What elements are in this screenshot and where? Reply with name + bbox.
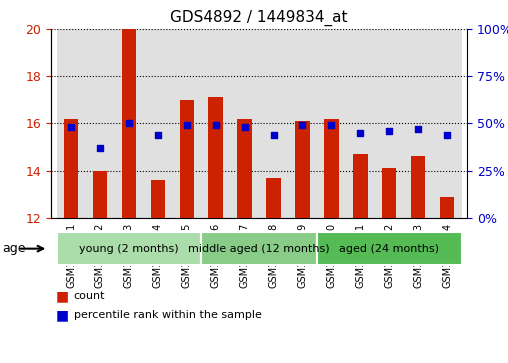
Point: [154, 132, 162, 138]
Bar: [411, 156, 425, 218]
FancyBboxPatch shape: [56, 232, 201, 265]
Bar: [375, 29, 404, 218]
Bar: [266, 178, 281, 218]
Bar: [230, 29, 259, 218]
Point: [443, 132, 451, 138]
Bar: [288, 29, 317, 218]
Bar: [346, 29, 375, 218]
Bar: [382, 168, 396, 218]
Bar: [143, 29, 172, 218]
Point: [125, 121, 133, 126]
Bar: [114, 29, 143, 218]
Bar: [404, 29, 433, 218]
Bar: [56, 29, 85, 218]
Bar: [201, 29, 230, 218]
Bar: [317, 29, 346, 218]
Text: age: age: [3, 242, 26, 255]
Bar: [85, 29, 114, 218]
FancyBboxPatch shape: [317, 232, 462, 265]
FancyBboxPatch shape: [201, 232, 317, 265]
Point: [385, 128, 393, 134]
Point: [241, 124, 249, 130]
Point: [356, 130, 364, 136]
Bar: [237, 119, 252, 218]
Text: count: count: [74, 291, 105, 301]
Text: middle aged (12 months): middle aged (12 months): [188, 244, 330, 254]
Point: [327, 122, 335, 128]
Bar: [150, 180, 165, 218]
Point: [96, 145, 104, 151]
Point: [212, 122, 220, 128]
Text: ■: ■: [56, 289, 69, 303]
Point: [67, 124, 75, 130]
Bar: [353, 154, 368, 218]
Point: [183, 122, 191, 128]
Bar: [179, 100, 194, 218]
Bar: [259, 29, 288, 218]
Text: percentile rank within the sample: percentile rank within the sample: [74, 310, 262, 320]
Bar: [93, 171, 107, 218]
Bar: [122, 29, 136, 218]
Point: [269, 132, 277, 138]
Bar: [440, 196, 454, 218]
Bar: [208, 97, 223, 218]
Point: [414, 126, 422, 132]
Bar: [295, 121, 310, 218]
Title: GDS4892 / 1449834_at: GDS4892 / 1449834_at: [170, 10, 348, 26]
Point: [298, 122, 306, 128]
Bar: [172, 29, 201, 218]
Bar: [324, 119, 339, 218]
Text: aged (24 months): aged (24 months): [339, 244, 439, 254]
Bar: [64, 119, 78, 218]
Text: ■: ■: [56, 308, 69, 322]
Bar: [433, 29, 462, 218]
Text: young (2 months): young (2 months): [79, 244, 179, 254]
